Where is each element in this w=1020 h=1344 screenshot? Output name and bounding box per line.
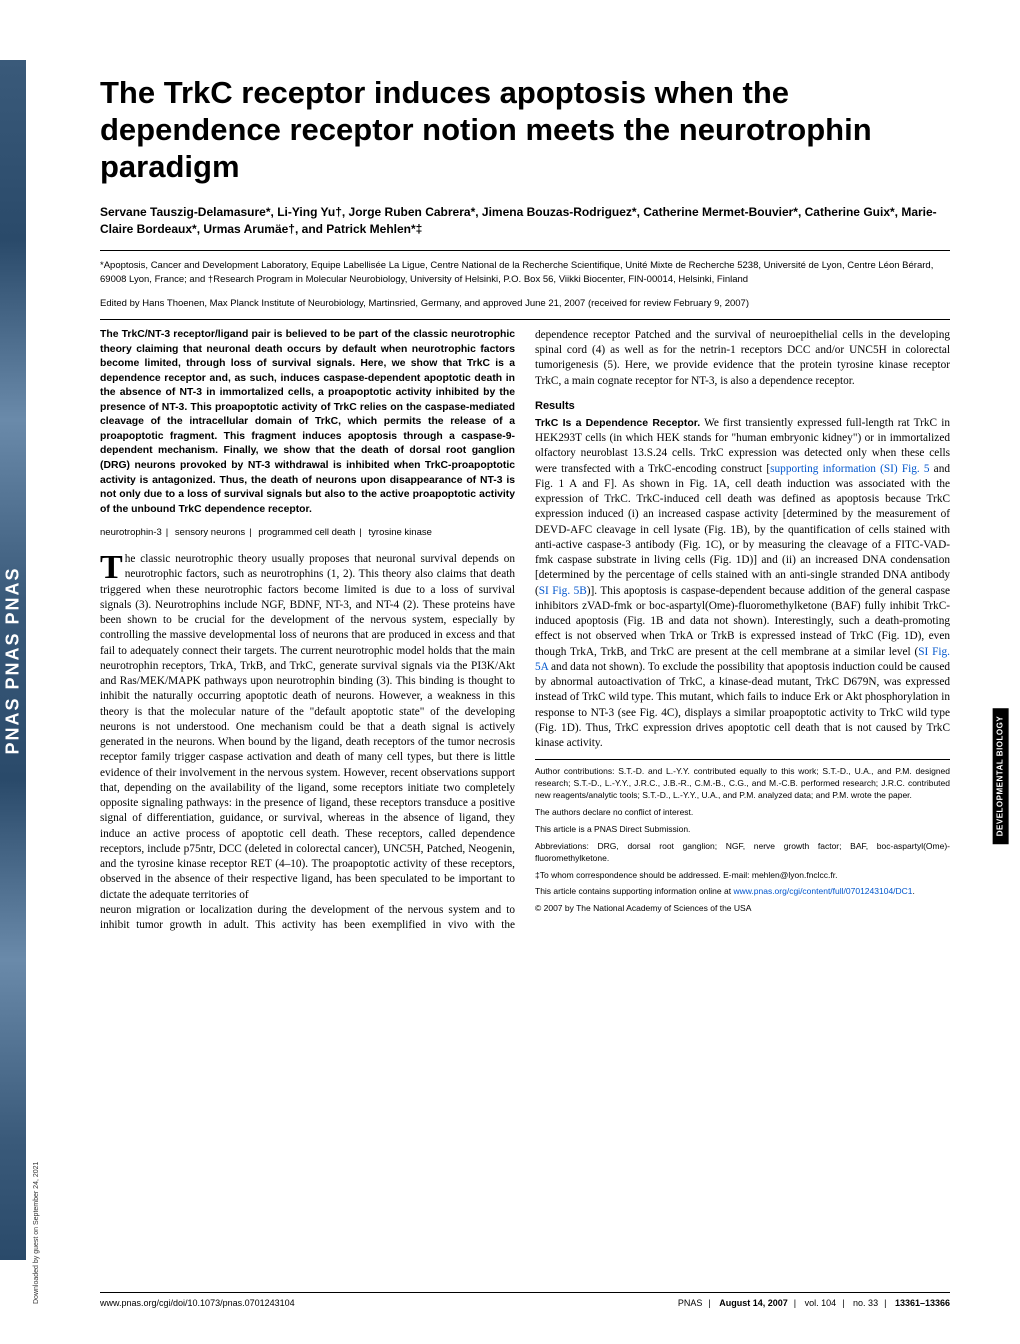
- footer-doi: www.pnas.org/cgi/doi/10.1073/pnas.070124…: [100, 1298, 295, 1308]
- page-container: PNAS PNAS PNAS Downloaded by guest on Se…: [0, 0, 1020, 1344]
- edited-by: Edited by Hans Thoenen, Max Planck Insti…: [100, 298, 950, 309]
- dropcap-T: T: [100, 552, 125, 582]
- results-runin: TrkC Is a Dependence Receptor.: [535, 417, 700, 429]
- abstract: The TrkC/NT-3 receptor/ligand pair is be…: [100, 328, 515, 517]
- si-fig5-link[interactable]: supporting information (SI) Fig. 5: [770, 463, 929, 475]
- kw-4: tyrosine kinase: [369, 527, 432, 538]
- rule-mid: [100, 319, 950, 320]
- pnas-spine: PNAS PNAS PNAS: [0, 60, 26, 1260]
- si-fig5b-link[interactable]: SI Fig. 5B: [539, 585, 587, 597]
- downloaded-note: Downloaded by guest on September 24, 202…: [33, 1162, 40, 1304]
- keywords: neurotrophin-3| sensory neurons| program…: [100, 527, 515, 540]
- two-column-body: The TrkC/NT-3 receptor/ligand pair is be…: [100, 328, 950, 933]
- page-footer: www.pnas.org/cgi/doi/10.1073/pnas.070124…: [100, 1292, 950, 1308]
- direct-submission: This article is a PNAS Direct Submission…: [535, 824, 950, 836]
- copyright: © 2007 by The National Academy of Scienc…: [535, 903, 950, 915]
- article-title: The TrkC receptor induces apoptosis when…: [100, 74, 950, 186]
- author-list: Servane Tauszig-Delamasure*, Li-Ying Yu†…: [100, 204, 950, 239]
- footer-citation: PNAS| August 14, 2007| vol. 104| no. 33|…: [678, 1298, 950, 1308]
- results-text-c: )]. This apoptosis is caspase-dependent …: [535, 585, 950, 658]
- kw-1: neurotrophin-3: [100, 527, 162, 538]
- results-heading: Results: [535, 399, 950, 414]
- footer-issue: no. 33: [853, 1298, 878, 1308]
- abbreviations: Abbreviations: DRG, dorsal root ganglion…: [535, 841, 950, 865]
- si-note-b: .: [913, 886, 915, 896]
- intro-text: he classic neurotrophic theory usually p…: [100, 553, 515, 901]
- si-dc1-link[interactable]: www.pnas.org/cgi/content/full/0701243104…: [733, 886, 912, 896]
- footer-date: August 14, 2007: [719, 1298, 788, 1308]
- correspondence: ‡To whom correspondence should be addres…: [535, 870, 950, 882]
- footnote-block: Author contributions: S.T.-D. and L.-Y.Y…: [535, 759, 950, 915]
- results-text-d: and data not shown). To exclude the poss…: [535, 661, 950, 749]
- author-contributions: Author contributions: S.T.-D. and L.-Y.Y…: [535, 766, 950, 802]
- footer-vol: vol. 104: [805, 1298, 837, 1308]
- si-note: This article contains supporting informa…: [535, 886, 950, 898]
- footer-pages: 13361–13366: [895, 1298, 950, 1308]
- si-note-a: This article contains supporting informa…: [535, 886, 733, 896]
- intro-paragraph: The classic neurotrophic theory usually …: [100, 552, 515, 903]
- kw-3: programmed cell death: [258, 527, 355, 538]
- kw-2: sensory neurons: [175, 527, 245, 538]
- affiliations: *Apoptosis, Cancer and Development Labor…: [100, 259, 950, 286]
- spine-text: PNAS PNAS PNAS: [3, 566, 24, 754]
- conflict-statement: The authors declare no conflict of inter…: [535, 807, 950, 819]
- category-side-label: DEVELOPMENTAL BIOLOGY: [992, 708, 1008, 844]
- results-text-b: and Fig. 1 A and F]. As shown in Fig. 1A…: [535, 463, 950, 597]
- footer-journal: PNAS: [678, 1298, 703, 1308]
- results-paragraph: TrkC Is a Dependence Receptor. We first …: [535, 416, 950, 752]
- rule-top: [100, 250, 950, 251]
